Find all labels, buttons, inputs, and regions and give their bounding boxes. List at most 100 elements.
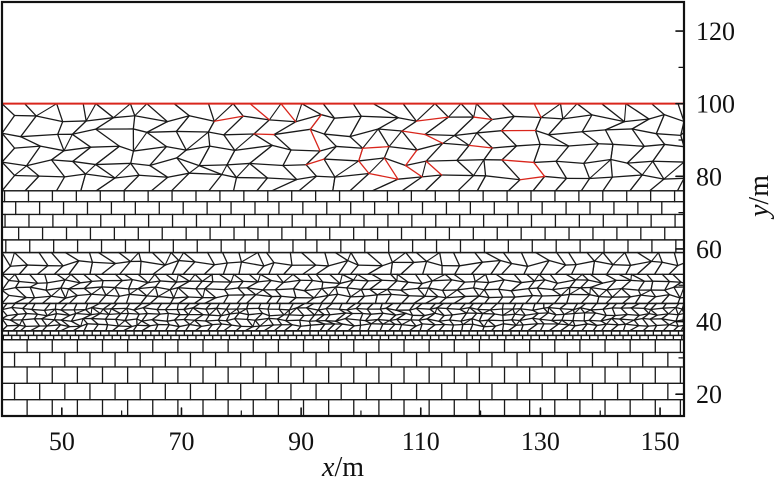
grain-boundary — [282, 149, 292, 167]
grain-boundary — [606, 289, 613, 298]
grain-boundary — [154, 286, 159, 298]
grain-boundary — [176, 149, 187, 159]
grain-boundary — [410, 314, 414, 321]
grain-boundary — [605, 323, 619, 326]
grain-boundary — [611, 288, 623, 298]
grain-boundary — [257, 279, 272, 283]
grain-boundary — [226, 162, 251, 166]
grain-boundary — [308, 320, 312, 326]
grain-boundary — [309, 323, 326, 326]
grain-boundary — [668, 320, 677, 326]
grain-boundary — [273, 128, 311, 136]
grain-boundary — [223, 134, 236, 152]
grain-boundary — [141, 312, 148, 322]
grain-boundary — [129, 252, 140, 263]
grain-boundary — [115, 318, 126, 322]
grain-boundary — [82, 314, 92, 320]
grain-boundary — [168, 324, 180, 328]
grain-boundary — [539, 323, 545, 332]
grain-boundary — [305, 307, 316, 316]
grain-boundary — [478, 313, 484, 322]
grain-boundary — [439, 251, 443, 267]
grain-boundary — [453, 295, 466, 305]
grain-boundary — [68, 288, 78, 297]
grain-boundary — [483, 282, 490, 291]
grain-boundary — [14, 280, 20, 289]
grain-boundary — [408, 309, 414, 316]
failure-crack — [473, 116, 493, 121]
grain-boundary — [270, 279, 284, 284]
grain-boundary — [278, 302, 281, 310]
grain-boundary — [649, 314, 658, 320]
grain-boundary — [21, 318, 36, 321]
grain-boundary — [561, 319, 570, 326]
grain-boundary — [274, 281, 284, 291]
grain-boundary — [29, 325, 41, 332]
grain-boundary — [91, 306, 104, 310]
grain-boundary — [341, 323, 355, 327]
grain-boundary — [502, 313, 516, 316]
grain-boundary — [90, 145, 121, 148]
grain-boundary — [146, 295, 159, 298]
grain-boundary — [429, 307, 438, 310]
failure-crack — [368, 172, 399, 180]
grain-boundary — [334, 286, 339, 295]
grain-boundary — [438, 323, 446, 332]
grain-boundary — [217, 315, 222, 321]
grain-boundary — [53, 319, 62, 326]
grain-boundary — [147, 273, 156, 284]
grain-boundary — [178, 296, 189, 304]
grain-boundary — [114, 286, 121, 297]
grain-boundary — [175, 130, 187, 151]
grain-boundary — [369, 288, 378, 296]
grain-boundary — [254, 325, 261, 332]
grain-boundary — [85, 117, 115, 122]
grain-boundary — [69, 312, 77, 316]
grain-boundary — [540, 103, 562, 119]
grain-boundary — [376, 288, 389, 296]
failure-crack — [253, 133, 275, 136]
grain-boundary — [476, 302, 484, 311]
grain-boundary — [626, 162, 643, 176]
grain-boundary — [581, 323, 588, 332]
grain-boundary — [600, 317, 613, 322]
grain-boundary — [132, 131, 148, 152]
grain-boundary — [38, 251, 49, 267]
grain-boundary — [236, 308, 240, 314]
grain-boundary — [555, 160, 585, 164]
grain-boundary — [460, 103, 475, 118]
grain-boundary — [581, 114, 593, 133]
grain-boundary — [514, 313, 526, 316]
grain-boundary — [456, 281, 466, 291]
grain-boundary — [255, 294, 273, 298]
grain-boundary — [208, 314, 222, 317]
grain-boundary — [624, 323, 640, 327]
grain-boundary — [259, 324, 275, 327]
grain-boundary — [356, 273, 369, 282]
grain-boundary — [567, 251, 577, 266]
grain-boundary — [268, 103, 282, 121]
grain-boundary — [424, 174, 443, 192]
grain-boundary — [663, 177, 685, 180]
grain-boundary — [71, 120, 87, 135]
grain-boundary — [531, 312, 539, 319]
grain-boundary — [451, 324, 455, 332]
grain-boundary — [114, 286, 130, 290]
grain-boundary — [254, 312, 264, 321]
grain-boundary — [497, 296, 504, 305]
grain-boundary — [630, 279, 646, 282]
grain-boundary — [133, 307, 144, 311]
grain-boundary — [478, 289, 485, 297]
grain-boundary — [1, 251, 12, 267]
grain-boundary — [500, 130, 518, 147]
grain-boundary — [41, 325, 48, 332]
grain-boundary — [198, 164, 223, 176]
grain-boundary — [548, 323, 560, 332]
grain-boundary — [453, 116, 475, 137]
grain-boundary — [583, 158, 612, 164]
grain-boundary — [125, 293, 131, 305]
grain-boundary — [334, 251, 349, 262]
grain-boundary — [662, 306, 677, 309]
grain-boundary — [321, 286, 337, 290]
grain-boundary — [468, 307, 478, 314]
